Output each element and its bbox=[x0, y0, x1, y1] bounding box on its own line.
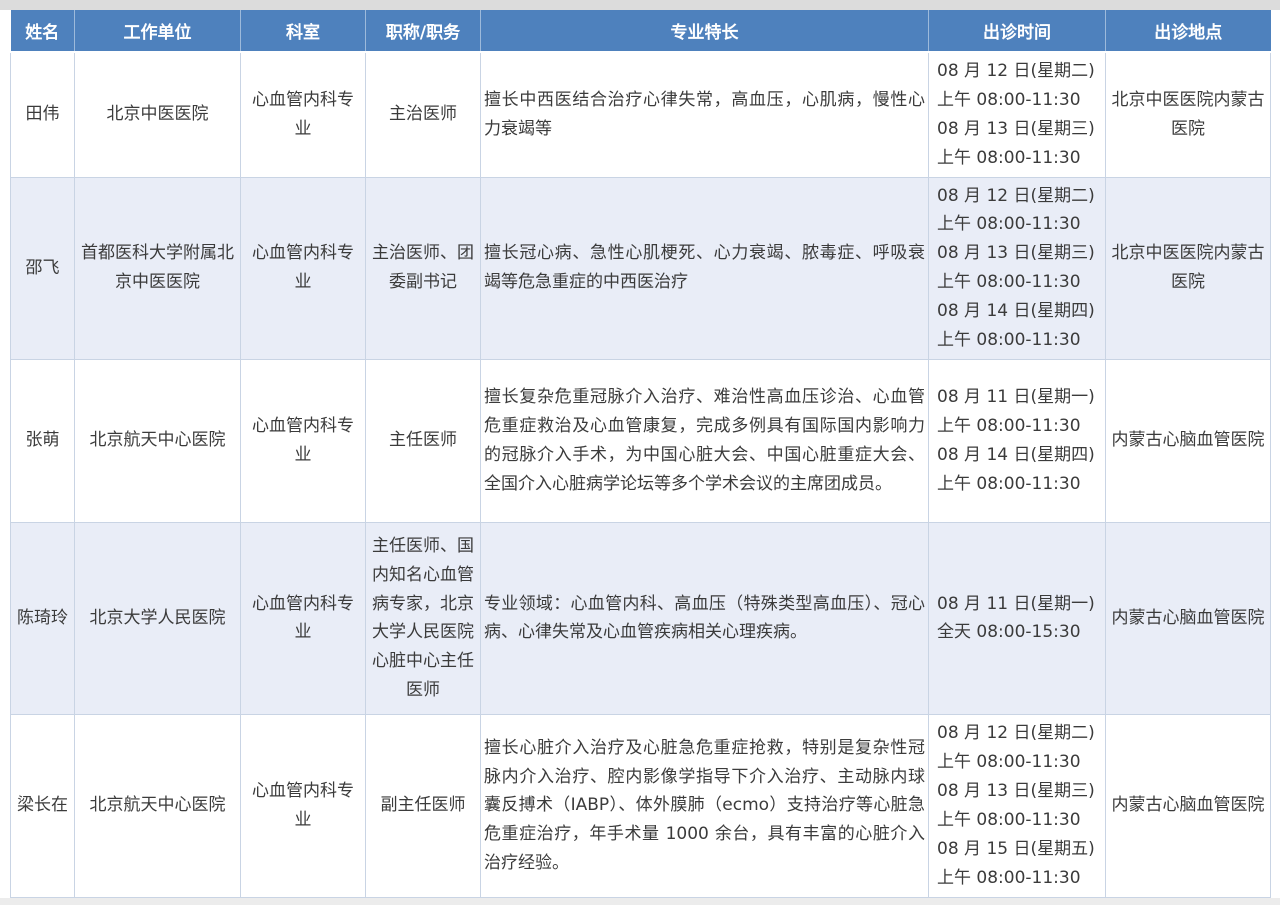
cell-location: 内蒙古心脑血管医院 bbox=[1105, 713, 1271, 898]
doctor-schedule-table: 姓名 工作单位 科室 职称/职务 专业特长 出诊时间 出诊地点 田伟 北京中医医院 心血管内科专… bbox=[10, 10, 1271, 898]
cell-department: 心血管内科专业 bbox=[240, 713, 366, 898]
cell-department: 心血管内科专业 bbox=[240, 521, 366, 715]
cell-department: 心血管内科专业 bbox=[240, 51, 366, 178]
cell-name: 梁长在 bbox=[10, 713, 75, 898]
cell-location: 北京中医医院内蒙古医院 bbox=[1105, 176, 1271, 360]
table-row: 邵飞 首都医科大学附属北京中医医院 心血管内科专业 主治医师、团委副书记 擅长冠心病、急… bbox=[10, 176, 1271, 360]
cell-name: 田伟 bbox=[10, 51, 75, 178]
page-bottom-strip bbox=[0, 898, 1280, 905]
cell-department: 心血管内科专业 bbox=[240, 176, 366, 360]
page-top-strip bbox=[0, 0, 1280, 10]
cell-schedule: 08 月 12 日(星期二) 上午 08:00-11:30 08 月 13 日(… bbox=[928, 51, 1106, 178]
cell-workplace: 北京中医医院 bbox=[74, 51, 241, 178]
cell-schedule: 08 月 12 日(星期二) 上午 08:00-11:30 08 月 13 日(… bbox=[928, 713, 1106, 898]
cell-workplace: 北京大学人民医院 bbox=[74, 521, 241, 715]
cell-location: 内蒙古心脑血管医院 bbox=[1105, 521, 1271, 715]
cell-name: 邵飞 bbox=[10, 176, 75, 360]
column-header-specialty: 专业特长 bbox=[480, 10, 929, 53]
cell-specialty: 擅长心脏介入治疗及心脏急危重症抢救，特别是复杂性冠脉内介入治疗、腔内影像学指导下… bbox=[480, 713, 929, 898]
cell-title: 主任医师 bbox=[365, 358, 481, 523]
column-header-location: 出诊地点 bbox=[1105, 10, 1271, 53]
table-row: 陈琦玲 北京大学人民医院 心血管内科专业 主任医师、国内知名心血管病专家，北京大学人民… bbox=[10, 521, 1271, 715]
cell-location: 北京中医医院内蒙古医院 bbox=[1105, 51, 1271, 178]
cell-title: 主任医师、国内知名心血管病专家，北京大学人民医院心脏中心主任医师 bbox=[365, 521, 481, 715]
cell-title: 主治医师 bbox=[365, 51, 481, 178]
column-header-name: 姓名 bbox=[10, 10, 75, 53]
column-header-workplace: 工作单位 bbox=[74, 10, 241, 53]
cell-workplace: 北京航天中心医院 bbox=[74, 713, 241, 898]
cell-name: 陈琦玲 bbox=[10, 521, 75, 715]
cell-title: 副主任医师 bbox=[365, 713, 481, 898]
cell-specialty: 擅长冠心病、急性心肌梗死、心力衰竭、脓毒症、呼吸衰竭等危急重症的中西医治疗 bbox=[480, 176, 929, 360]
cell-schedule: 08 月 11 日(星期一) 全天 08:00-15:30 bbox=[928, 521, 1106, 715]
table-body: 田伟 北京中医医院 心血管内科专业 主治医师 擅长中西医结合治疗心律失常，高血压，心肌病… bbox=[10, 51, 1271, 898]
cell-specialty: 擅长中西医结合治疗心律失常，高血压，心肌病，慢性心力衰竭等 bbox=[480, 51, 929, 178]
table-row: 张萌 北京航天中心医院 心血管内科专业 主任医师 擅长复杂危重冠脉介入治疗、难治性高血压… bbox=[10, 358, 1271, 523]
cell-workplace: 北京航天中心医院 bbox=[74, 358, 241, 523]
cell-department: 心血管内科专业 bbox=[240, 358, 366, 523]
cell-workplace: 首都医科大学附属北京中医医院 bbox=[74, 176, 241, 360]
cell-schedule: 08 月 12 日(星期二) 上午 08:00-11:30 08 月 13 日(… bbox=[928, 176, 1106, 360]
cell-specialty: 专业领域：心血管内科、高血压（特殊类型高血压）、冠心病、心律失常及心血管疾病相关… bbox=[480, 521, 929, 715]
cell-name: 张萌 bbox=[10, 358, 75, 523]
cell-specialty: 擅长复杂危重冠脉介入治疗、难治性高血压诊治、心血管危重症救治及心血管康复，完成多… bbox=[480, 358, 929, 523]
table-head: 姓名 工作单位 科室 职称/职务 专业特长 出诊时间 出诊地点 bbox=[10, 10, 1271, 53]
column-header-title: 职称/职务 bbox=[365, 10, 481, 53]
cell-location: 内蒙古心脑血管医院 bbox=[1105, 358, 1271, 523]
column-header-schedule: 出诊时间 bbox=[928, 10, 1106, 53]
table-row: 田伟 北京中医医院 心血管内科专业 主治医师 擅长中西医结合治疗心律失常，高血压，心肌病… bbox=[10, 51, 1271, 178]
cell-title: 主治医师、团委副书记 bbox=[365, 176, 481, 360]
table-row: 梁长在 北京航天中心医院 心血管内科专业 副主任医师 擅长心脏介入治疗及心脏急危重症抢救… bbox=[10, 713, 1271, 898]
cell-schedule: 08 月 11 日(星期一) 上午 08:00-11:30 08 月 14 日(… bbox=[928, 358, 1106, 523]
table-header-row: 姓名 工作单位 科室 职称/职务 专业特长 出诊时间 出诊地点 bbox=[10, 10, 1271, 53]
column-header-department: 科室 bbox=[240, 10, 366, 53]
